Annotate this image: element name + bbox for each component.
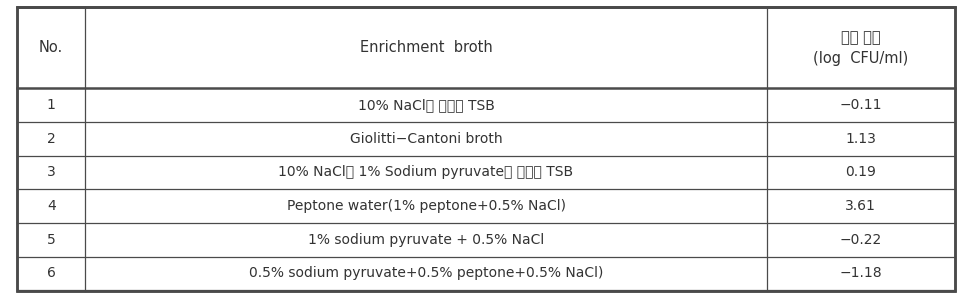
Text: Giolitti−Cantoni broth: Giolitti−Cantoni broth: [350, 132, 503, 146]
Text: 증균 정도
(log  CFU/ml): 증균 정도 (log CFU/ml): [814, 30, 909, 66]
Text: 10% NaCl을 첸가한 TSB: 10% NaCl을 첸가한 TSB: [358, 98, 495, 112]
Text: 1% sodium pyruvate + 0.5% NaCl: 1% sodium pyruvate + 0.5% NaCl: [308, 233, 544, 247]
Text: 4: 4: [47, 199, 55, 213]
Text: 3.61: 3.61: [846, 199, 876, 213]
Text: 6: 6: [47, 266, 55, 280]
Text: 0.19: 0.19: [846, 165, 876, 179]
Text: −0.22: −0.22: [840, 233, 882, 247]
Text: 5: 5: [47, 233, 55, 247]
Text: Peptone water(1% peptone+0.5% NaCl): Peptone water(1% peptone+0.5% NaCl): [287, 199, 566, 213]
Text: 3: 3: [47, 165, 55, 179]
Text: 10% NaCl과 1% Sodium pyruvate를 첸가한 TSB: 10% NaCl과 1% Sodium pyruvate를 첸가한 TSB: [278, 165, 573, 179]
Text: −1.18: −1.18: [840, 266, 883, 280]
Text: 2: 2: [47, 132, 55, 146]
Text: 0.5% sodium pyruvate+0.5% peptone+0.5% NaCl): 0.5% sodium pyruvate+0.5% peptone+0.5% N…: [249, 266, 604, 280]
Text: Enrichment  broth: Enrichment broth: [360, 40, 493, 55]
Text: −0.11: −0.11: [840, 98, 882, 112]
Text: No.: No.: [39, 40, 63, 55]
Text: 1.13: 1.13: [846, 132, 876, 146]
Text: 1: 1: [47, 98, 55, 112]
